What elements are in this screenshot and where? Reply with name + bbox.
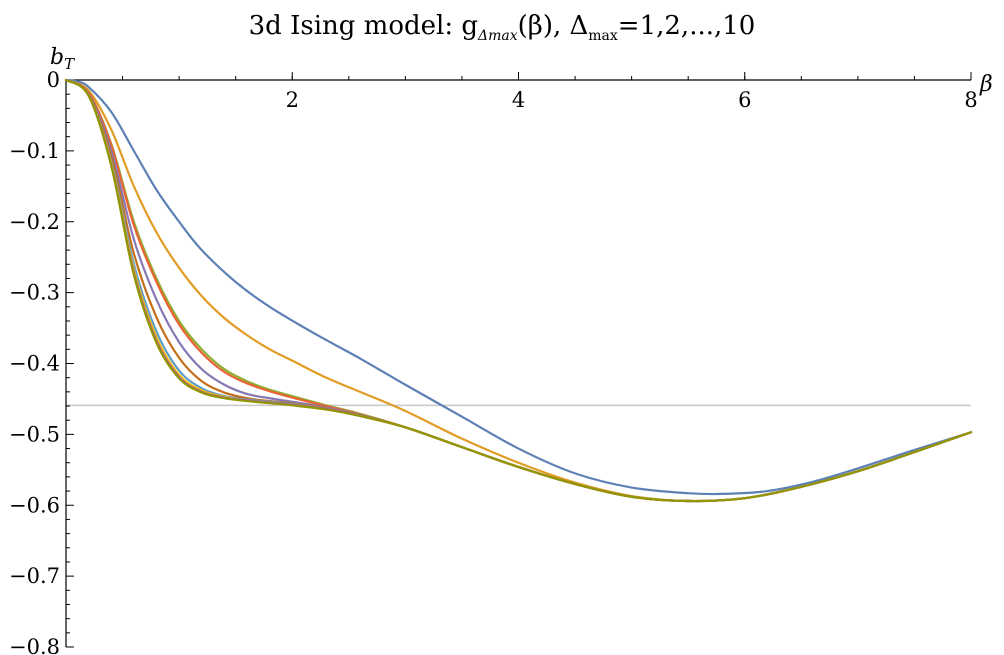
y-tick-label: −0.5 bbox=[9, 422, 60, 446]
y-tick-label: −0.3 bbox=[9, 281, 60, 305]
y-tick-label: −0.6 bbox=[9, 493, 60, 517]
y-axis-label: bT bbox=[50, 45, 75, 73]
series-line-8 bbox=[64, 78, 973, 503]
y-tick-label: −0.2 bbox=[9, 210, 60, 234]
y-tick-label: 0 bbox=[47, 68, 60, 92]
y-tick-label: −0.8 bbox=[9, 635, 60, 655]
x-axis-label: β bbox=[979, 72, 993, 97]
series-line-1 bbox=[64, 78, 973, 496]
x-tick-label: 6 bbox=[738, 88, 751, 112]
series-line-9 bbox=[64, 78, 973, 503]
x-tick-label: 4 bbox=[512, 88, 525, 112]
x-tick-label: 8 bbox=[964, 88, 977, 112]
series-line-7 bbox=[64, 78, 973, 503]
y-tick-label: −0.4 bbox=[9, 352, 60, 376]
series-line-4 bbox=[64, 78, 973, 503]
y-tick-label: −0.1 bbox=[9, 139, 60, 163]
series-line-3 bbox=[64, 78, 973, 503]
y-tick-label: −0.7 bbox=[9, 564, 60, 588]
series-line-10 bbox=[64, 78, 973, 503]
chart-title: 3d Ising model: gΔmax(β), Δmax=1,2,...,1… bbox=[249, 11, 756, 44]
series-line-6 bbox=[64, 78, 973, 503]
x-tick-label: 2 bbox=[286, 88, 299, 112]
series-line-5 bbox=[64, 78, 973, 503]
series-line-2 bbox=[64, 78, 973, 503]
